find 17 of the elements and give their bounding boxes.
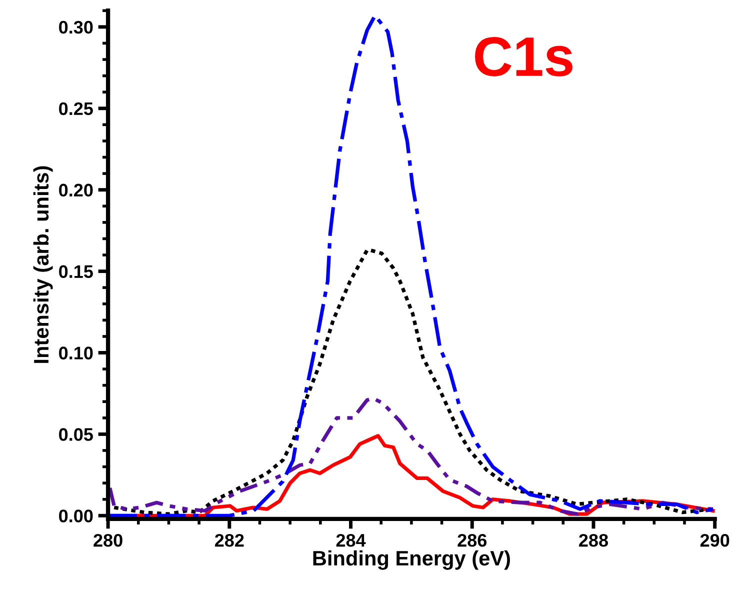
y-tick-label: 0.10	[59, 346, 93, 360]
x-tick-label: 290	[700, 534, 730, 547]
x-tick-label: 288	[579, 534, 608, 547]
annotation: C1s	[475, 37, 572, 76]
y-tick-label: 0.05	[59, 428, 93, 441]
x-tick-label: 280	[94, 534, 122, 547]
x-tick-label: 282	[214, 534, 244, 547]
x-axis-title: Binding Energy (eV)	[313, 550, 510, 570]
x-tick-label: 286	[458, 534, 487, 547]
y-tick-label: 0.20	[59, 184, 93, 197]
y-tick-label: 0.30	[59, 20, 93, 34]
y-tick-label: 0.15	[59, 265, 93, 278]
y-tick-label: 0.00	[59, 510, 93, 522]
y-tick-label: 0.25	[59, 102, 93, 116]
y-axis-title: Intensity (arb. units)	[33, 166, 53, 363]
line-series	[108, 396, 715, 516]
x-tick-label: 284	[336, 534, 366, 547]
